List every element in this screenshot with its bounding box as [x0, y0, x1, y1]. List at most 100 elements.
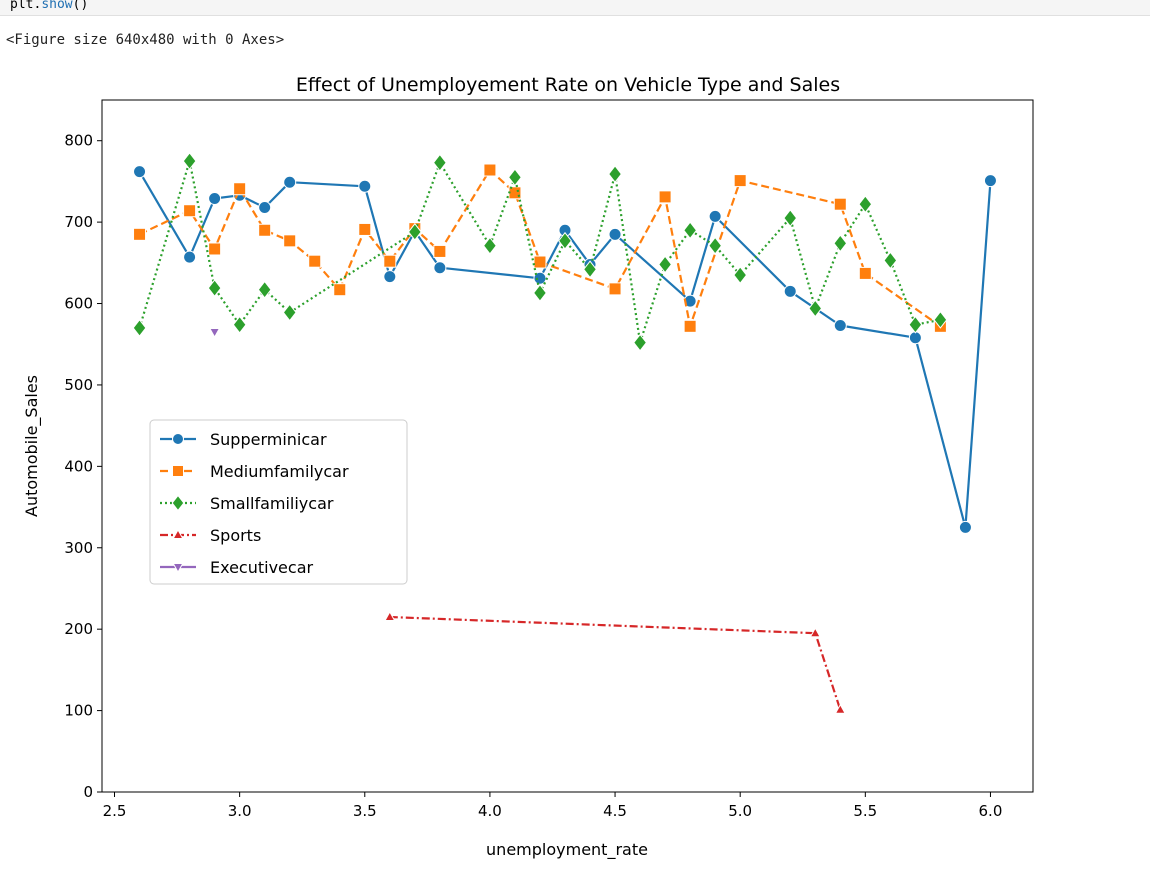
y-tick-label: 100 — [64, 702, 93, 720]
legend-box — [149, 419, 408, 585]
data-point — [858, 195, 873, 214]
data-point — [533, 255, 547, 269]
data-point — [358, 179, 372, 193]
data-point — [209, 328, 221, 339]
x-axis-ticks: 2.5 3.0 3.5 4.0 4.5 5.0 5.5 6.0 — [103, 792, 1003, 820]
code-text-suffix: () — [72, 0, 89, 12]
y-tick-label: 500 — [64, 376, 93, 394]
legend-item: Executivecar — [160, 558, 314, 577]
data-point — [208, 242, 222, 256]
y-axis-label: Automobile_Sales — [22, 375, 42, 517]
data-point — [133, 165, 147, 179]
data-point — [283, 234, 297, 248]
data-point — [809, 627, 821, 638]
data-point — [208, 192, 222, 206]
y-tick-label: 0 — [83, 783, 93, 801]
series-line — [138, 160, 941, 344]
x-tick-label: 6.0 — [979, 802, 1003, 820]
legend-item: Sports — [160, 526, 261, 545]
data-point — [908, 315, 923, 334]
legend-item: Supperminicar — [160, 430, 327, 449]
x-axis-label: unemployment_rate — [486, 840, 648, 860]
data-point — [258, 223, 272, 237]
x-tick-label: 2.5 — [103, 802, 127, 820]
data-point — [282, 303, 297, 322]
data-point — [183, 250, 197, 264]
data-point — [608, 227, 622, 241]
data-point — [558, 231, 572, 250]
legend-label: Smallfamiliycar — [210, 494, 334, 513]
data-point — [983, 174, 997, 188]
data-point — [933, 310, 948, 329]
data-point — [283, 175, 297, 189]
y-tick-label: 700 — [64, 213, 93, 231]
legend-marker — [171, 494, 185, 512]
data-point — [708, 209, 722, 223]
y-tick-label: 800 — [64, 132, 93, 150]
x-tick-label: 4.5 — [603, 802, 627, 820]
x-tick-label: 3.0 — [228, 802, 252, 820]
series-executivecar — [209, 328, 221, 339]
x-tick-label: 4.0 — [478, 802, 502, 820]
data-point — [183, 204, 197, 218]
legend-marker — [172, 528, 184, 539]
data-point — [683, 319, 697, 333]
series-mediumfamilycar — [133, 163, 947, 333]
legend-label: Sports — [210, 526, 261, 545]
data-point — [783, 209, 798, 227]
data-point — [608, 282, 622, 296]
data-point — [482, 236, 497, 255]
code-function-name: show — [41, 0, 73, 12]
series-smallfamiliycar — [132, 152, 948, 352]
series-supperminicar — [133, 165, 997, 534]
data-point — [658, 190, 672, 204]
legend-label: Mediumfamilycar — [210, 462, 349, 481]
chart-title: Effect of Unemployement Rate on Vehicle … — [296, 74, 840, 96]
data-point — [583, 260, 597, 279]
figure-size-output: <Figure size 640x480 with 0 Axes> — [6, 32, 285, 48]
legend-label: Supperminicar — [210, 430, 327, 449]
data-point — [533, 284, 547, 302]
data-point — [658, 255, 673, 274]
data-point — [308, 254, 322, 268]
data-point — [432, 153, 447, 172]
data-point — [257, 280, 272, 299]
data-point — [633, 333, 648, 352]
data-point — [958, 520, 972, 534]
data-point — [384, 610, 396, 621]
data-point — [133, 227, 147, 241]
data-point — [808, 299, 823, 318]
y-tick-label: 400 — [64, 457, 93, 475]
legend-label: Executivecar — [210, 558, 314, 577]
x-tick-label: 5.0 — [728, 802, 752, 820]
y-tick-label: 200 — [64, 620, 93, 638]
data-point — [383, 270, 397, 284]
data-point — [232, 315, 247, 334]
code-text-prefix: plt. — [10, 0, 42, 12]
data-point — [833, 319, 847, 333]
data-point — [833, 197, 847, 211]
data-point — [858, 266, 872, 280]
legend-marker — [172, 465, 184, 477]
data-point — [733, 174, 747, 188]
data-point — [433, 261, 447, 275]
x-tick-label: 5.5 — [853, 802, 877, 820]
data-point — [358, 222, 372, 236]
y-axis-ticks: 0 100 200 300 400 500 600 700 800 — [64, 132, 102, 801]
x-tick-label: 3.5 — [353, 802, 377, 820]
series-layer — [132, 152, 997, 714]
data-point — [608, 165, 622, 183]
data-point — [833, 234, 848, 253]
data-point — [708, 236, 723, 255]
code-cell-strip[interactable]: plt.show() — [0, 0, 1150, 16]
data-point — [333, 283, 347, 297]
data-point — [834, 703, 846, 714]
y-tick-label: 600 — [64, 295, 93, 313]
data-point — [182, 152, 197, 170]
legend-marker — [172, 433, 184, 445]
y-tick-label: 300 — [64, 539, 93, 557]
data-point — [233, 182, 247, 196]
series-sports — [384, 610, 846, 714]
data-point — [508, 168, 522, 187]
